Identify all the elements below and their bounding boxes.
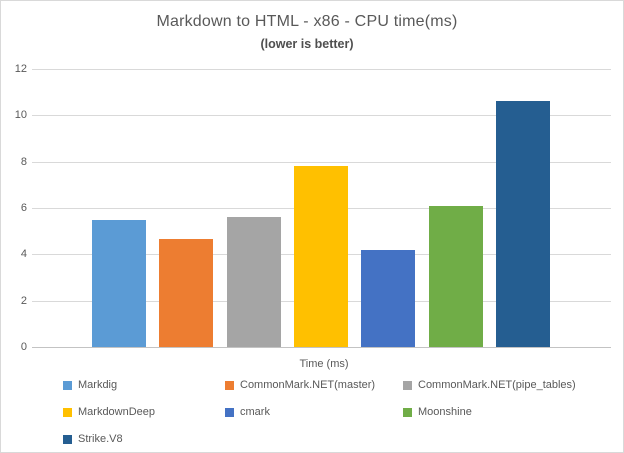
- legend-label: Markdig: [78, 379, 118, 391]
- gridline: [32, 161, 611, 163]
- legend-marker-icon: [225, 407, 234, 417]
- bar-moonshine: [428, 205, 483, 347]
- y-tick-label: 8: [20, 155, 27, 168]
- legend-label: Moonshine: [418, 406, 472, 418]
- bar-commonmark-net-master: [159, 239, 214, 347]
- legend-label: Strike.V8: [78, 433, 123, 445]
- legend-item-markdowndeep: MarkdownDeep: [63, 405, 225, 419]
- y-tick-label: 4: [20, 248, 27, 261]
- legend-item-strike-v8: Strike.V8: [63, 432, 225, 446]
- legend-marker-icon: [225, 380, 234, 390]
- legend-item-commonmark-net-pipe-tables: CommonMark.NET(pipe_tables): [403, 378, 603, 392]
- legend: Markdig CommonMark.NET(master) CommonMark.…: [63, 378, 603, 446]
- legend-label: MarkdownDeep: [78, 406, 156, 418]
- bar-strike-v8: [495, 101, 550, 347]
- y-tick-label: 12: [14, 63, 27, 75]
- bar-cmark: [361, 249, 416, 347]
- legend-label: CommonMark.NET(master): [240, 379, 376, 391]
- legend-label: CommonMark.NET(pipe_tables): [418, 379, 576, 391]
- gridline: [32, 115, 611, 117]
- bar-markdowndeep: [293, 166, 348, 347]
- bar-commonmark-net-pipe-tables: [226, 217, 281, 347]
- y-tick-label: 0: [20, 341, 27, 353]
- legend-marker-icon: [63, 407, 72, 417]
- y-tick-label: 6: [20, 202, 27, 214]
- legend-marker-icon: [63, 380, 72, 390]
- legend-item-cmark: cmark: [225, 405, 403, 419]
- y-tick-label: 10: [14, 109, 27, 122]
- plot-area: [32, 69, 611, 348]
- legend-marker-icon: [403, 380, 412, 390]
- legend-label: cmark: [240, 406, 270, 418]
- gridline: [32, 69, 611, 70]
- x-axis-line: [32, 347, 611, 348]
- y-tick-label: 2: [20, 294, 27, 307]
- legend-item-commonmark-net-master: CommonMark.NET(master): [225, 378, 403, 392]
- x-axis-title: Time (ms): [299, 358, 349, 370]
- legend-item-markdig: Markdig: [63, 378, 225, 392]
- legend-marker-icon: [403, 407, 412, 417]
- bar-markdig: [92, 219, 146, 347]
- legend-marker-icon: [63, 434, 72, 444]
- chart-title: Markdown to HTML - x86 - CPU time(ms): [156, 13, 458, 30]
- legend-item-moonshine: Moonshine: [403, 405, 603, 419]
- chart-subtitle: (lower is better): [260, 37, 354, 51]
